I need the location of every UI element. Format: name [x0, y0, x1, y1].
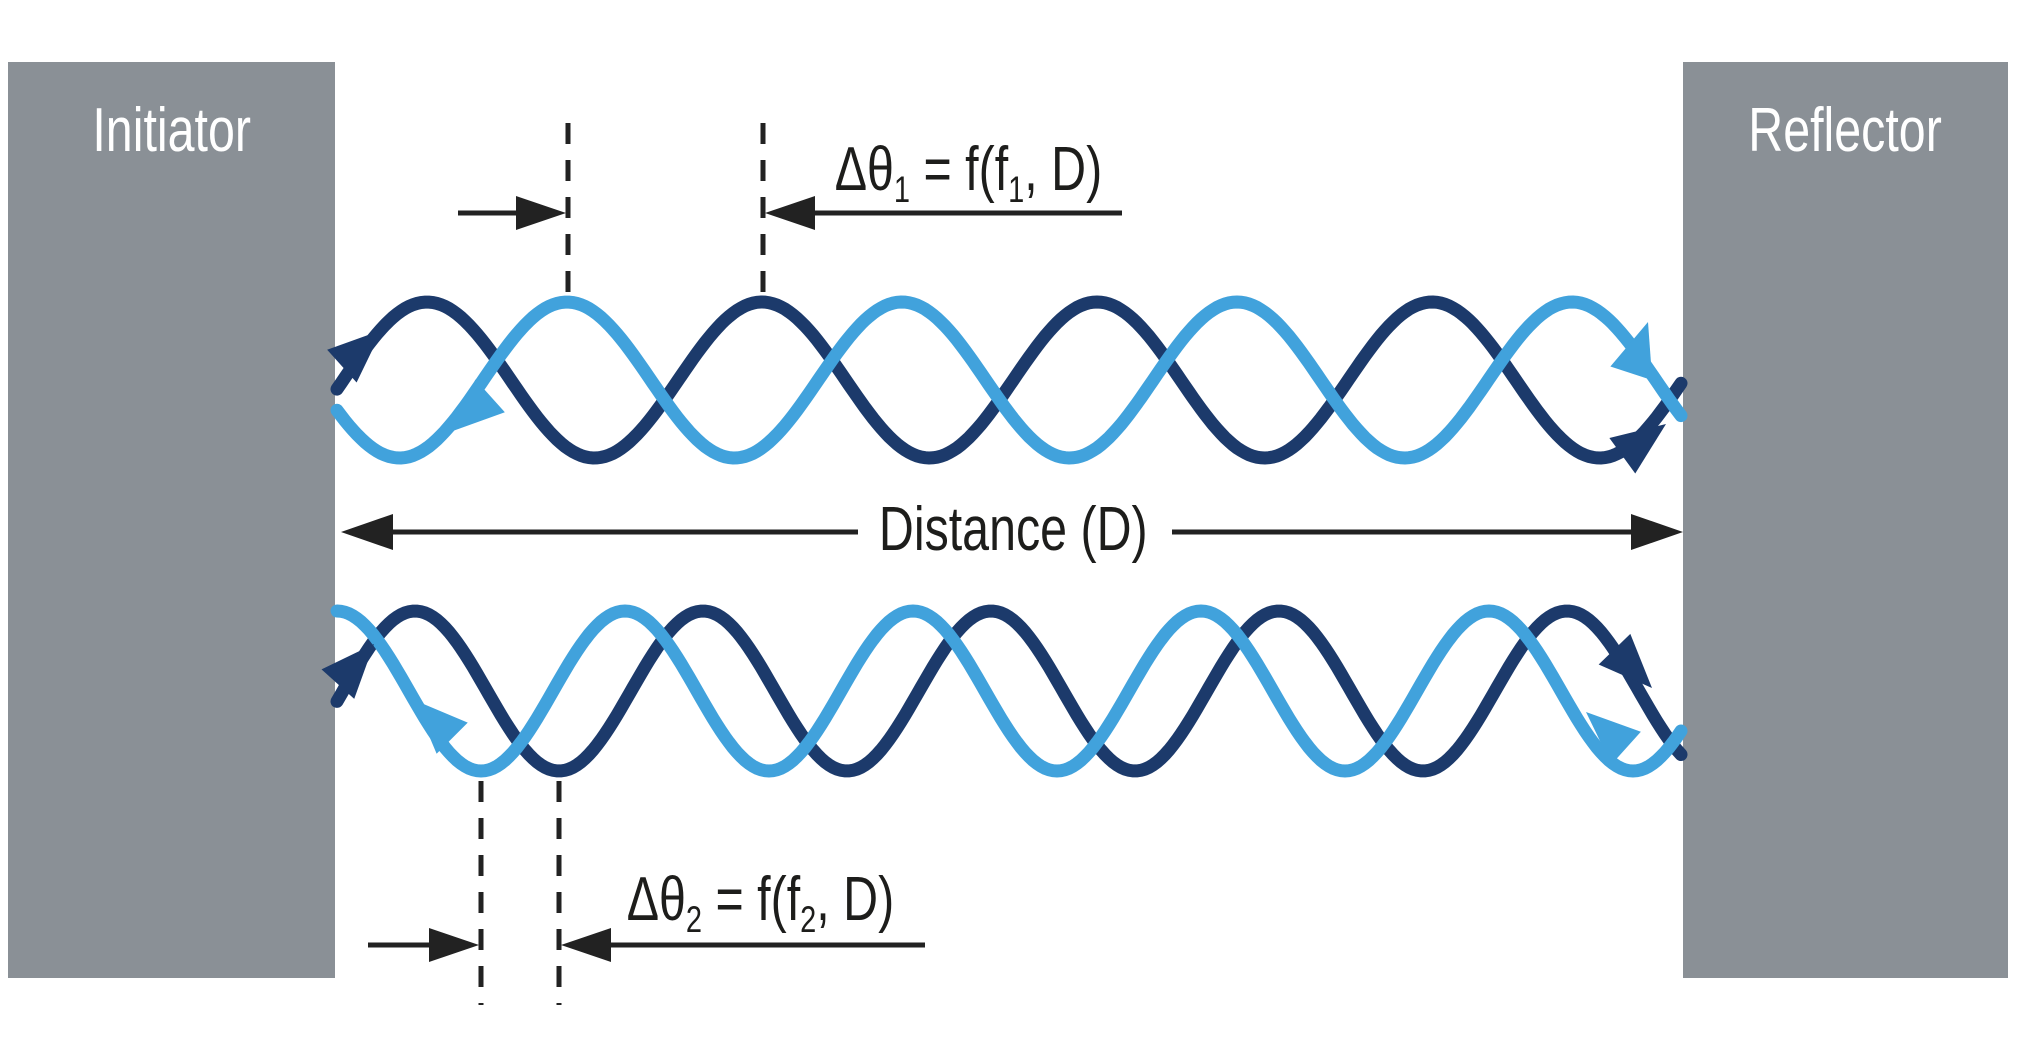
outgoing-direction-arrow-top-right — [1609, 424, 1666, 474]
outgoing-direction-arrow-top-left — [327, 330, 382, 383]
eq1-mid: = f(f — [909, 135, 1008, 204]
arrowhead-layer — [321, 196, 1683, 962]
distance-label-text: Distance (D) — [878, 495, 1148, 564]
phase1-right-arrowhead — [765, 196, 815, 230]
reflector-box — [1683, 62, 2008, 978]
wave-layer — [330, 295, 1688, 778]
initiator-box — [8, 62, 335, 978]
outgoing-direction-arrow-bottom-left — [321, 644, 374, 699]
reflector-label: Reflector — [1683, 97, 2008, 165]
eq2-lead: Δθ — [626, 865, 686, 934]
eq2-sub1: 2 — [685, 897, 702, 940]
eq2-tail: , D) — [815, 865, 894, 934]
reflected-direction-arrow-top-right — [1610, 322, 1653, 381]
phase-equation-1: Δθ1 = f(f1, D) — [768, 136, 1168, 223]
reflector-label-text: Reflector — [1748, 96, 1943, 165]
reflected-wave-bottom — [330, 604, 1688, 778]
distance-arrowhead-right — [1631, 514, 1683, 550]
outgoing-direction-arrow-bottom-right — [1598, 633, 1652, 688]
phase2-left-arrowhead — [429, 928, 479, 962]
reflected-direction-arrow-bottom-right — [1586, 712, 1641, 765]
initiator-label: Initiator — [8, 97, 335, 165]
phase2-right-arrowhead — [561, 928, 611, 962]
eq2-sub2: 2 — [799, 897, 816, 940]
eq1-tail: , D) — [1023, 135, 1102, 204]
reflected-wave-top — [330, 295, 1688, 465]
phase-equation-1-text: Δθ1 = f(f1, D) — [834, 136, 1101, 223]
reflected-direction-arrow-top-left — [450, 379, 505, 432]
annotation-layer — [368, 123, 1634, 1005]
distance-arrowhead-left — [341, 514, 393, 550]
distance-label: Distance (D) — [813, 496, 1213, 564]
initiator-label-text: Initiator — [92, 96, 251, 165]
outgoing-wave-top — [330, 295, 1688, 465]
eq2-mid: = f(f — [701, 865, 800, 934]
eq1-sub2: 1 — [1007, 167, 1024, 210]
eq1-sub1: 1 — [893, 167, 910, 210]
reflected-direction-arrow-bottom-left — [414, 700, 468, 754]
phase-equation-2-text: Δθ2 = f(f2, D) — [626, 866, 893, 953]
phase1-left-arrowhead — [516, 196, 566, 230]
outgoing-wave-bottom — [330, 604, 1688, 778]
phase-equation-2: Δθ2 = f(f2, D) — [560, 866, 960, 953]
eq1-lead: Δθ — [834, 135, 894, 204]
